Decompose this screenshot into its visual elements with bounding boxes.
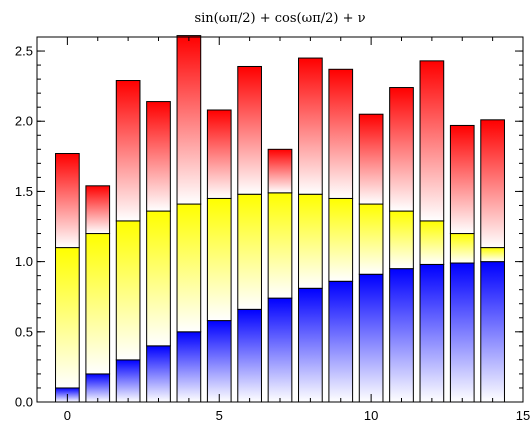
x-tick-label-10: 10 <box>364 408 378 423</box>
bar-red-4 <box>176 35 202 205</box>
bar-red-13 <box>449 124 475 235</box>
bar-yellow-5 <box>206 197 232 322</box>
bar-blue-1 <box>85 373 111 403</box>
y-axis: 0.0 0.5 1.0 1.5 2.0 2.5 <box>15 44 523 410</box>
bar-blue-2 <box>115 359 141 403</box>
bar-blue-3 <box>146 345 171 403</box>
y-tick-label-1.5: 1.5 <box>15 184 33 199</box>
bar-red-5 <box>206 109 232 199</box>
bar-red-3 <box>146 101 171 212</box>
bar-red-7 <box>267 148 293 194</box>
bar-yellow-10 <box>358 203 384 275</box>
bars-group <box>55 35 505 403</box>
bar-yellow-14 <box>480 247 505 263</box>
bar-blue-7 <box>267 297 293 403</box>
x-tick-label-15: 15 <box>516 408 530 423</box>
bar-yellow-0 <box>55 247 80 389</box>
bar-red-10 <box>358 113 384 205</box>
bar-yellow-3 <box>146 210 171 347</box>
bar-red-12 <box>419 60 445 222</box>
bar-yellow-12 <box>419 220 445 265</box>
x-axis: 0 5 10 15 <box>36 37 530 423</box>
chart-title: sin(ωπ/2) + cos(ωπ/2) + ν <box>194 11 365 26</box>
bar-yellow-13 <box>449 233 475 264</box>
bar-blue-11 <box>389 268 414 403</box>
y-tick-label-0.0: 0.0 <box>15 395 33 410</box>
bar-yellow-4 <box>176 203 202 333</box>
bar-red-0 <box>55 153 80 249</box>
bar-blue-4 <box>176 331 202 403</box>
bar-blue-12 <box>419 263 445 403</box>
bar-yellow-7 <box>267 192 293 299</box>
y-tick-label-2.0: 2.0 <box>15 114 33 129</box>
y-tick-label-2.5: 2.5 <box>15 44 33 59</box>
bar-red-8 <box>298 57 323 195</box>
bar-red-11 <box>389 87 414 212</box>
bar-blue-8 <box>298 287 323 403</box>
bar-blue-6 <box>237 308 262 403</box>
bar-yellow-2 <box>115 220 141 361</box>
x-tick-label-5: 5 <box>216 408 223 423</box>
bar-blue-13 <box>449 262 475 403</box>
bar-red-6 <box>237 65 262 195</box>
bar-yellow-9 <box>328 197 354 282</box>
bar-red-14 <box>480 119 505 249</box>
bar-yellow-1 <box>85 233 111 375</box>
bar-blue-14 <box>480 261 505 403</box>
y-tick-label-0.5: 0.5 <box>15 324 33 339</box>
bar-yellow-11 <box>389 210 414 270</box>
bar-yellow-8 <box>298 193 323 289</box>
x-tick-label-0: 0 <box>64 408 71 423</box>
y-tick-label-1.0: 1.0 <box>15 254 33 269</box>
bar-blue-9 <box>328 280 354 403</box>
bar-red-2 <box>115 80 141 222</box>
bar-yellow-6 <box>237 193 262 310</box>
bar-red-9 <box>328 68 354 199</box>
bar-blue-10 <box>358 273 384 403</box>
bar-red-1 <box>85 185 111 235</box>
bar-blue-5 <box>206 320 232 403</box>
